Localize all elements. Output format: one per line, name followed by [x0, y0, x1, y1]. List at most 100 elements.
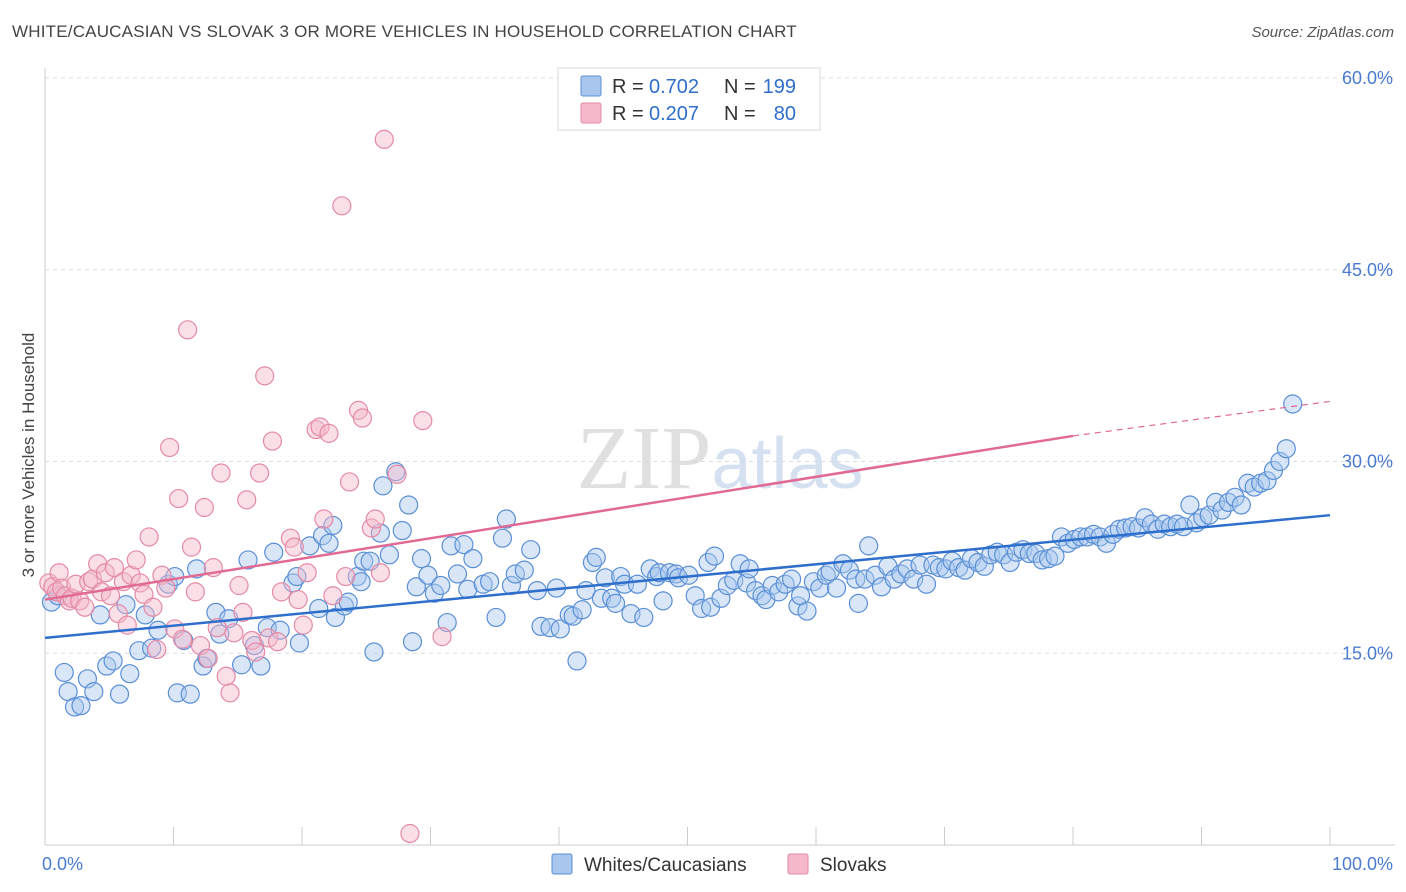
y-tick-label: 45.0%	[1342, 260, 1393, 280]
data-point	[521, 540, 541, 560]
correlation-legend: R = 0.702 N = 199 R = 0.207 N = 80	[557, 67, 821, 131]
data-point	[319, 533, 339, 553]
data-point	[249, 463, 270, 483]
data-point	[781, 569, 802, 589]
data-point	[351, 572, 371, 592]
data-point	[255, 366, 275, 386]
data-point	[454, 534, 474, 555]
data-point	[211, 463, 231, 483]
data-point	[406, 577, 426, 597]
data-point	[904, 569, 924, 589]
data-point	[287, 566, 307, 587]
legend-frame	[557, 67, 821, 131]
data-point	[264, 542, 284, 562]
data-point	[891, 564, 911, 584]
data-point	[1212, 500, 1232, 520]
data-point	[181, 537, 202, 557]
data-point	[233, 602, 253, 622]
data-point	[224, 623, 244, 643]
legend-n-label: N =	[724, 103, 756, 125]
data-point	[399, 495, 419, 515]
legend-n-label: N =	[724, 76, 756, 98]
x-tick-label: 100.0%	[1332, 854, 1393, 874]
data-point	[95, 563, 115, 583]
legend-n-value: 199	[763, 76, 796, 98]
data-point	[859, 536, 879, 556]
data-point	[156, 578, 176, 598]
data-point	[591, 588, 612, 608]
data-point	[704, 546, 725, 566]
data-point	[354, 551, 374, 571]
data-point	[379, 545, 399, 565]
data-point	[492, 528, 513, 548]
data-point	[1276, 439, 1296, 459]
data-point	[480, 572, 500, 592]
y-axis-label: 3 or more Vehicles in Household	[19, 333, 38, 578]
data-point	[293, 615, 313, 635]
data-point	[336, 566, 356, 587]
data-point	[352, 408, 372, 428]
data-point	[364, 642, 384, 662]
data-point	[178, 320, 198, 340]
data-point	[238, 550, 258, 570]
data-point	[602, 588, 622, 608]
data-point	[297, 563, 317, 583]
data-point	[413, 410, 433, 431]
y-tick-label: 30.0%	[1342, 452, 1393, 472]
axes	[44, 68, 1395, 846]
legend-swatch	[580, 75, 602, 97]
data-point	[147, 639, 167, 660]
legend-r-value: 0.702	[649, 76, 699, 98]
data-point	[139, 527, 159, 547]
data-point	[816, 565, 836, 585]
trend-line-slovaks-extension	[1072, 400, 1331, 437]
legend-label-whites: Whites/Caucasians	[584, 855, 747, 876]
data-point	[194, 497, 214, 518]
data-point	[64, 697, 85, 717]
data-point	[262, 431, 283, 451]
y-tick-label: 60.0%	[1342, 68, 1393, 88]
data-point	[431, 575, 451, 596]
data-point	[916, 574, 937, 594]
data-point	[172, 629, 193, 649]
data-point	[314, 509, 334, 529]
data-point	[289, 633, 310, 653]
data-point	[100, 586, 121, 606]
data-point	[312, 526, 333, 546]
data-point	[621, 604, 641, 624]
data-point	[169, 488, 189, 509]
data-point	[653, 591, 673, 611]
data-point	[496, 509, 516, 529]
data-point	[582, 552, 603, 573]
data-point	[775, 574, 795, 594]
data-point	[220, 683, 240, 703]
data-point	[180, 684, 200, 704]
data-point	[1225, 487, 1245, 507]
data-point	[319, 423, 339, 443]
data-point	[418, 565, 438, 585]
x-tick-labels: 0.0% 100.0%	[42, 854, 1393, 874]
data-point	[370, 563, 390, 583]
data-point	[232, 655, 252, 675]
data-point	[392, 520, 412, 541]
data-point	[271, 582, 292, 602]
chart-title: WHITE/CAUCASIAN VS SLOVAK 3 OR MORE VEHI…	[12, 22, 797, 41]
data-point	[135, 605, 155, 625]
data-point	[1231, 495, 1251, 515]
data-point	[974, 556, 994, 576]
data-point	[550, 619, 570, 639]
source-credit: Source: ZipAtlas.com	[1251, 24, 1394, 41]
data-point	[1045, 546, 1065, 566]
data-point	[572, 600, 592, 620]
legend-swatch-whites	[551, 853, 573, 875]
data-point	[339, 472, 360, 492]
trend-lines	[44, 400, 1331, 640]
data-point	[242, 630, 262, 651]
data-point	[270, 620, 290, 640]
data-point	[160, 437, 180, 458]
data-point	[649, 563, 669, 583]
data-point	[103, 651, 123, 671]
data-point	[332, 196, 352, 216]
data-point	[109, 684, 130, 704]
